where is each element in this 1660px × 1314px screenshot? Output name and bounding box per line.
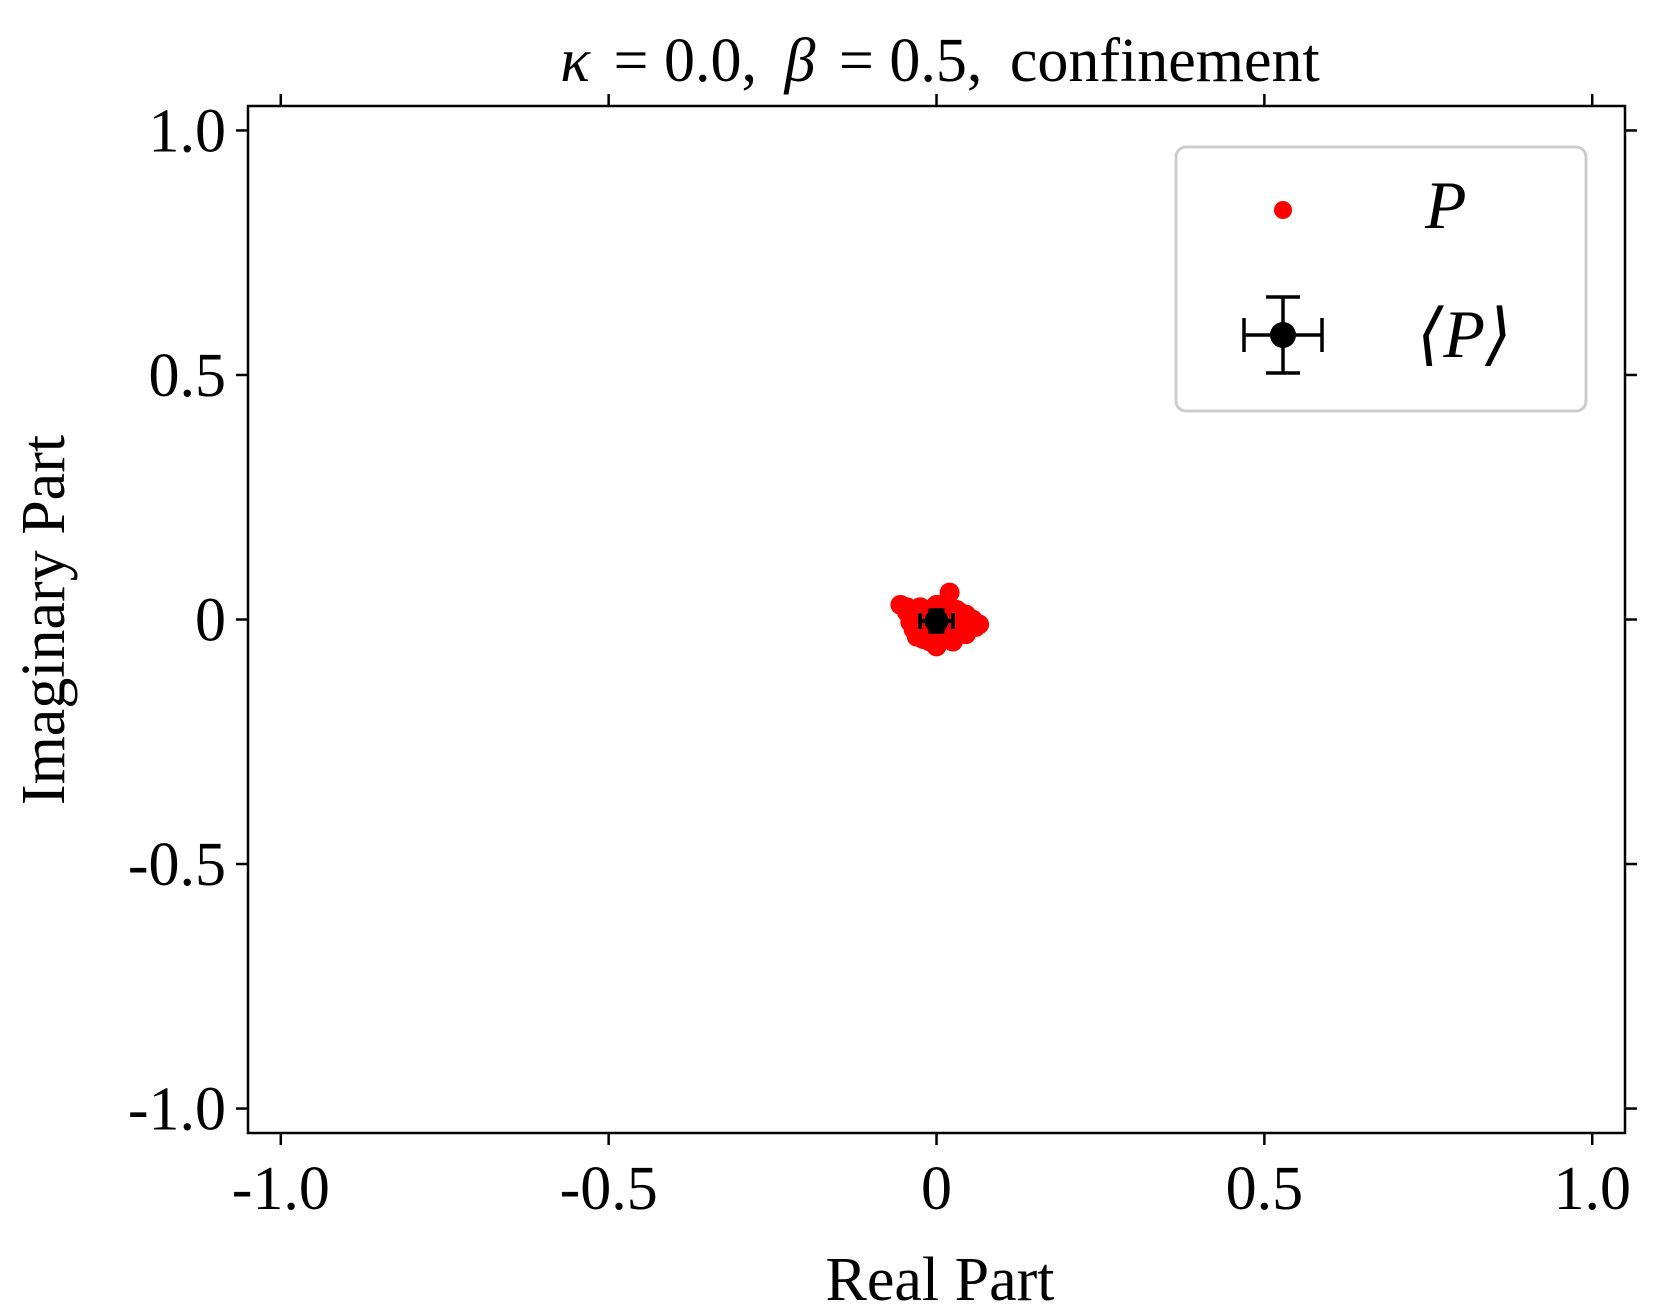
y-axis-label: Imaginary Part xyxy=(10,435,78,805)
x-tick-label: 0 xyxy=(921,1155,952,1223)
legend-marker-p xyxy=(1274,201,1292,219)
data-point-p xyxy=(896,602,917,623)
title-kappa-symbol: κ xyxy=(560,27,591,95)
y-tick-label: 0 xyxy=(195,587,226,655)
mean-errorbar xyxy=(918,608,955,634)
axis-tick-labels: -1.0 -0.5 0 0.5 1.0 1.0 0.5 0 -0.5 -1.0 xyxy=(128,97,1631,1223)
x-tick-label: -0.5 xyxy=(560,1155,658,1223)
legend-frame xyxy=(1174,145,1588,413)
x-tick-label: -1.0 xyxy=(232,1155,330,1223)
title-phase: confinement xyxy=(1010,27,1320,95)
y-tick-label: 0.5 xyxy=(149,342,227,410)
y-tick-label: -1.0 xyxy=(128,1076,226,1144)
x-tick-label: 0.5 xyxy=(1226,1155,1304,1223)
mean-point xyxy=(924,608,949,633)
legend-marker-mean xyxy=(1242,295,1324,375)
legend: P ⟨P⟩ xyxy=(1174,145,1588,413)
chart-title: κ = 0.0, β = 0.5, confinement xyxy=(560,27,1319,95)
y-tick-label: -0.5 xyxy=(128,831,226,899)
data-point-p xyxy=(969,614,990,635)
title-beta-symbol: β xyxy=(783,27,815,95)
y-tick-label: 1.0 xyxy=(149,97,227,165)
x-tick-label: 1.0 xyxy=(1553,1155,1631,1223)
axis-ticks xyxy=(236,94,1637,1145)
data-point-p xyxy=(942,631,963,652)
legend-label-p: P xyxy=(1424,167,1467,243)
title-kappa-value: = 0.0, xyxy=(614,27,757,95)
title-beta-value: = 0.5, xyxy=(839,27,982,95)
legend-label-mean: ⟨P⟩ xyxy=(1417,296,1512,372)
x-axis-label: Real Part xyxy=(826,1246,1055,1314)
